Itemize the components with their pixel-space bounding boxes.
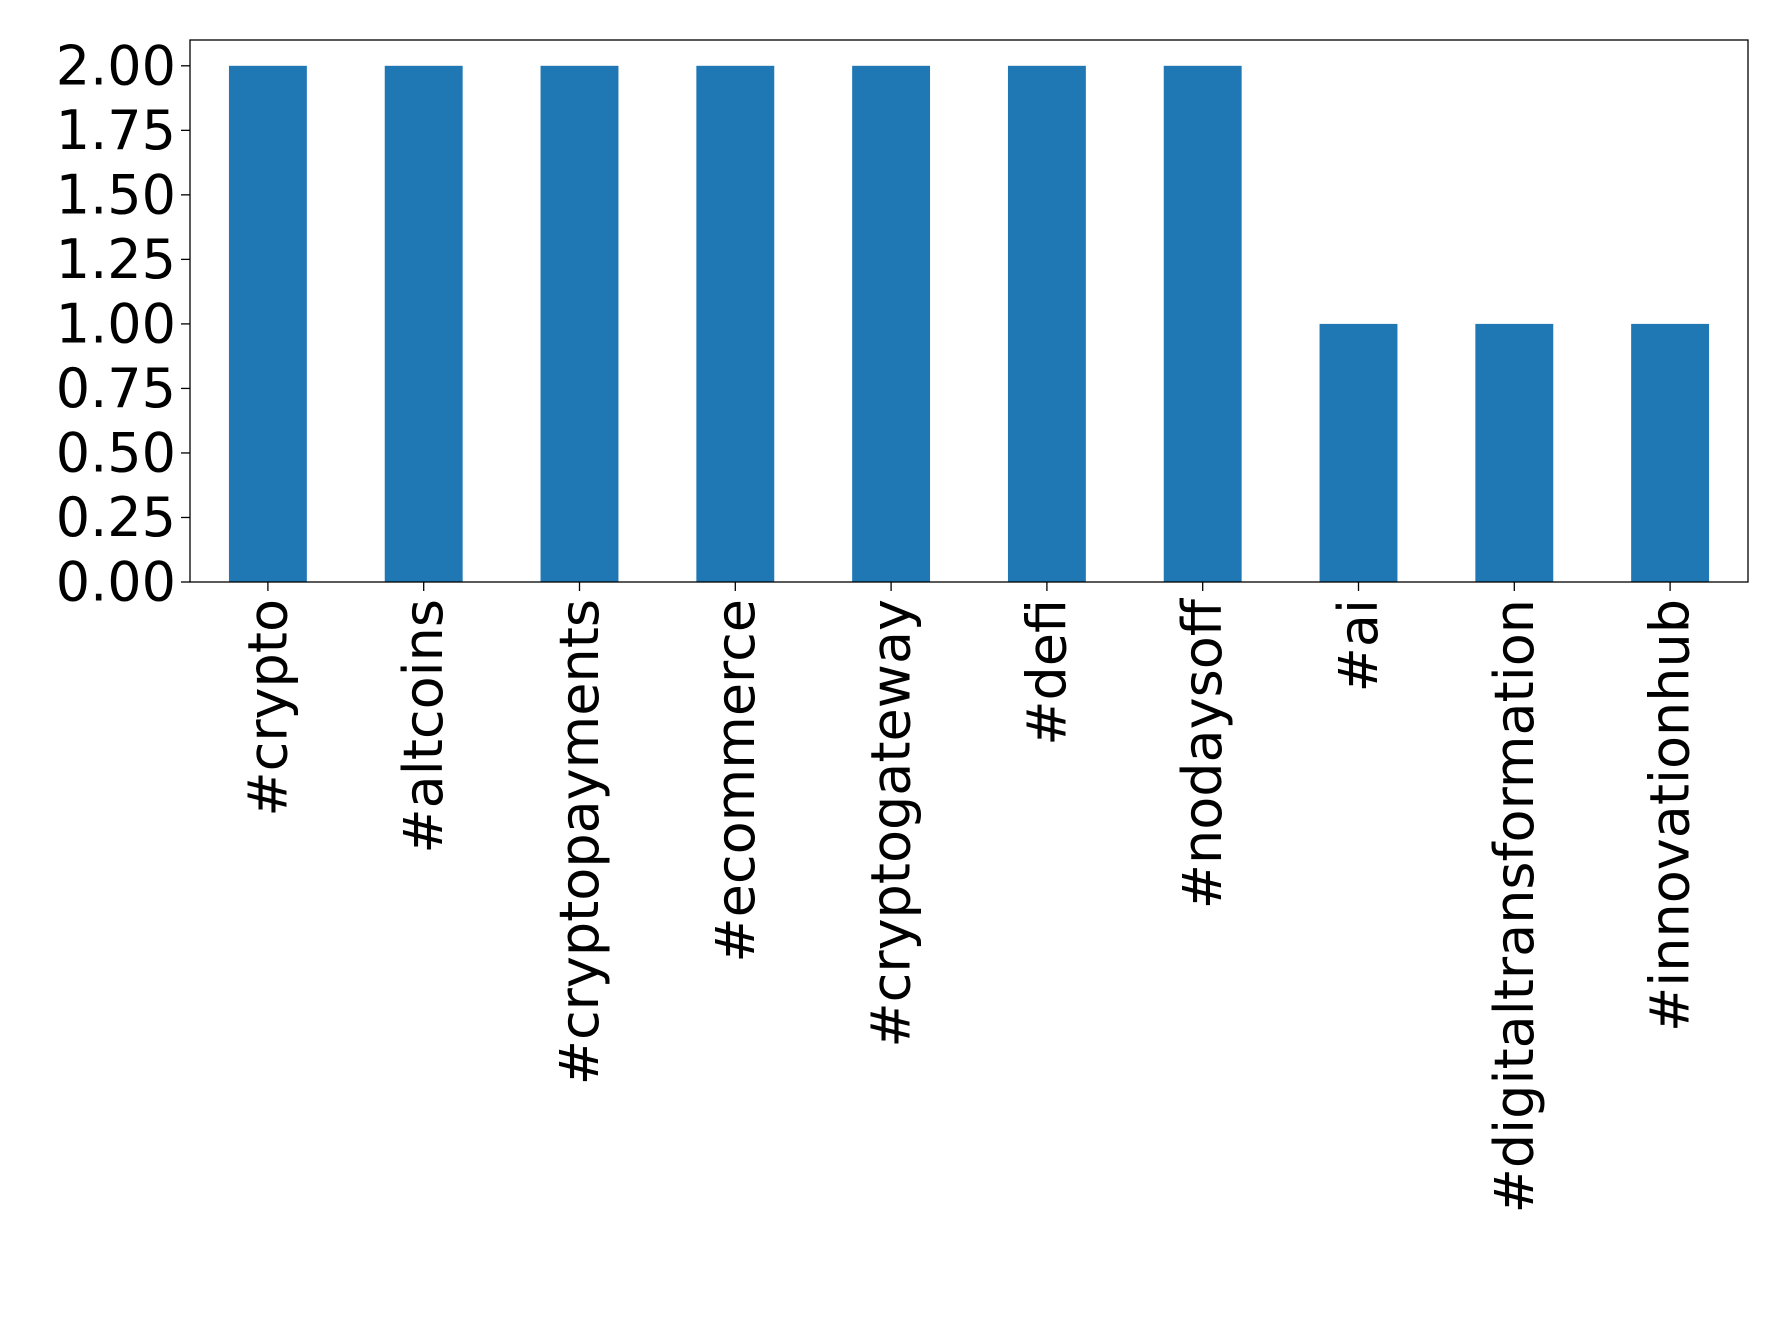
y-axis: 0.000.250.500.751.001.251.501.752.00 <box>56 34 190 614</box>
y-tick-label: 0.50 <box>56 421 176 484</box>
y-tick-label: 2.00 <box>56 34 176 97</box>
y-tick-label: 0.75 <box>56 357 176 420</box>
y-tick-label: 1.50 <box>56 163 176 226</box>
x-axis: #crypto #altcoins #cryptopayments #ecommerc… <box>236 582 1702 1213</box>
x-tick-label: #crypto <box>236 599 299 817</box>
x-tick-label: #altcoins <box>392 599 455 854</box>
x-tick-label: #digitaltransformation <box>1483 599 1546 1213</box>
bar-innovationhub <box>1631 323 1710 582</box>
x-tick-label: #ai <box>1327 599 1390 692</box>
y-tick-label: 0.25 <box>56 486 176 549</box>
x-tick-label: #cryptopayments <box>548 599 611 1085</box>
bar-defi <box>1007 65 1086 583</box>
bars-layer <box>228 65 1710 583</box>
y-tick-label: 1.75 <box>56 99 176 162</box>
bar-crypto <box>228 65 307 583</box>
bar-altcoins <box>384 65 463 583</box>
x-tick-label: #cryptogateway <box>860 599 923 1048</box>
y-tick-label: 0.00 <box>56 551 176 614</box>
bar-digitaltransformation <box>1475 323 1554 582</box>
bar-cryptopayments <box>540 65 619 583</box>
bar-nodaysoff <box>1163 65 1242 583</box>
plot-frame <box>189 39 1749 583</box>
x-tick-label: #ecommerce <box>704 599 767 963</box>
x-tick-label: #innovationhub <box>1639 599 1702 1032</box>
x-tick-label: #nodaysoff <box>1171 597 1234 909</box>
bar-cryptogateway <box>852 65 931 583</box>
y-tick-label: 1.25 <box>56 228 176 291</box>
bar-ai <box>1319 323 1398 582</box>
y-tick-label: 1.00 <box>56 292 176 355</box>
x-tick-label: #defi <box>1015 599 1078 746</box>
bar-ecommerce <box>696 65 775 583</box>
